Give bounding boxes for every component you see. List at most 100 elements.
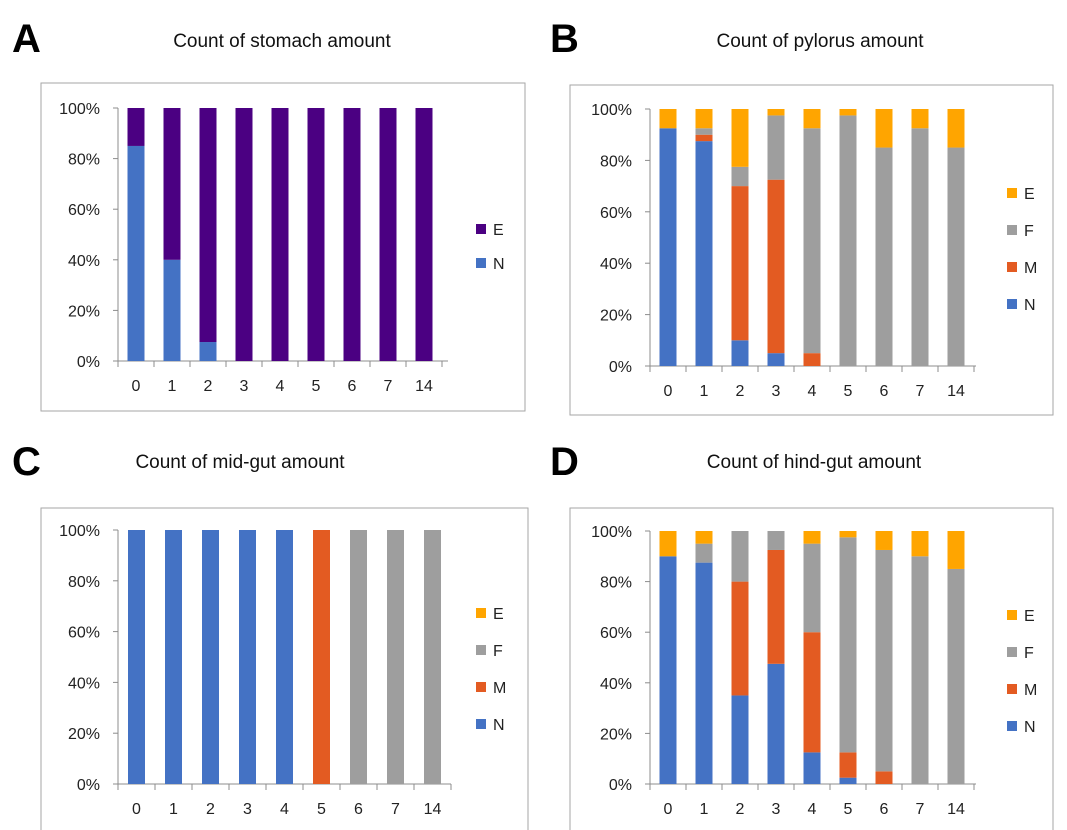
x-tick-label: 7 <box>391 801 400 818</box>
y-tick-label: 20% <box>600 308 632 325</box>
bar-segment-m-3 <box>767 179 785 354</box>
bar-segment-m-3 <box>767 549 785 664</box>
x-tick-label: 7 <box>916 383 925 400</box>
bar-segment-e-2 <box>199 108 217 343</box>
x-tick-label: 4 <box>280 801 289 818</box>
bar-segment-e-2 <box>731 109 749 167</box>
x-tick-label: 2 <box>204 378 213 395</box>
bar-segment-n-0 <box>659 128 677 366</box>
bar-segment-f-6 <box>875 147 893 366</box>
bar-segment-n-0 <box>127 145 145 361</box>
bar-segment-n-1 <box>163 259 181 361</box>
bar-segment-f-1 <box>695 128 713 135</box>
x-tick-label: 4 <box>276 378 285 395</box>
legend-swatch-e <box>1007 188 1017 198</box>
x-tick-label: 0 <box>132 801 141 818</box>
legend-swatch-n <box>476 719 486 729</box>
legend-label: N <box>493 717 505 734</box>
y-tick-label: 20% <box>600 726 632 743</box>
bar-segment-n-3 <box>239 530 256 784</box>
bar-segment-f-3 <box>767 115 785 180</box>
bar-segment-n-2 <box>199 342 217 361</box>
y-tick-label: 40% <box>68 253 100 270</box>
legend-label: F <box>493 643 503 660</box>
bar-segment-e-3 <box>767 109 785 116</box>
bar-segment-e-14 <box>415 108 433 361</box>
bar-segment-m-4 <box>803 632 821 753</box>
bar-segment-e-6 <box>343 108 361 361</box>
bar-segment-n-1 <box>695 562 713 784</box>
y-tick-label: 0% <box>77 777 100 794</box>
legend-swatch-m <box>1007 684 1017 694</box>
y-tick-label: 20% <box>68 303 100 320</box>
bar-segment-e-0 <box>127 108 145 146</box>
legend-label: M <box>1024 682 1037 699</box>
x-tick-label: 6 <box>880 383 889 400</box>
bar-segment-e-1 <box>695 109 713 129</box>
x-tick-label: 3 <box>243 801 252 818</box>
panel-b: B Count of pylorus amount 0% 20% 40% 60% 80%… <box>550 17 1054 416</box>
legend-label: E <box>1024 186 1035 203</box>
y-tick-label: 40% <box>600 676 632 693</box>
x-tick-label: 1 <box>700 801 709 818</box>
y-tick-label: 60% <box>68 625 100 642</box>
x-tick-label: 14 <box>947 801 965 818</box>
bar-segment-e-4 <box>803 531 821 544</box>
x-tick-label: 1 <box>700 383 709 400</box>
x-tick-label: 14 <box>947 383 965 400</box>
bar-segment-m-2 <box>731 186 749 341</box>
bar-segment-m-1 <box>695 134 713 142</box>
x-tick-label: 14 <box>415 378 433 395</box>
legend-label: M <box>493 680 506 697</box>
x-tick-label: 6 <box>880 801 889 818</box>
x-tick-label: 2 <box>736 801 745 818</box>
x-tick-label: 2 <box>206 801 215 818</box>
y-tick-label: 100% <box>591 102 632 119</box>
bar-segment-e-0 <box>659 109 677 129</box>
legend-label: E <box>493 606 504 623</box>
panel-letter: A <box>12 17 41 61</box>
x-tick-label: 6 <box>354 801 363 818</box>
bar-segment-m-2 <box>731 581 749 696</box>
legend-swatch-n <box>476 258 486 268</box>
chart-title: Count of mid-gut amount <box>135 452 345 473</box>
bar-segment-e-7 <box>379 108 397 361</box>
bar-segment-f-2 <box>731 166 749 187</box>
x-tick-label: 0 <box>664 801 673 818</box>
panel-letter: D <box>550 440 579 484</box>
x-tick-label: 3 <box>772 801 781 818</box>
bar-segment-e-5 <box>307 108 325 361</box>
bar-segment-f-7 <box>387 530 404 784</box>
chart-title: Count of stomach amount <box>173 31 391 52</box>
bar-segment-f-14 <box>424 530 441 784</box>
legend-swatch-n <box>1007 721 1017 731</box>
bar-segment-f-5 <box>839 537 857 753</box>
bar-segment-f-7 <box>911 128 929 366</box>
legend-label: M <box>1024 260 1037 277</box>
bar-segment-f-4 <box>803 128 821 354</box>
bar-segment-f-5 <box>839 115 857 366</box>
x-tick-label: 1 <box>168 378 177 395</box>
x-tick-label: 14 <box>424 801 442 818</box>
plot-area: 0% 20% 40% 60% 80% 100% 0 1 2 3 4 5 6 7 14 EN <box>59 101 504 395</box>
legend-label: E <box>493 222 504 239</box>
bar-segment-m-5 <box>313 530 330 784</box>
y-tick-label: 100% <box>591 524 632 541</box>
bar-segment-n-1 <box>165 530 182 784</box>
bar-segment-e-7 <box>911 531 929 557</box>
panel-letter: C <box>12 440 41 484</box>
bar-segment-f-2 <box>731 531 749 582</box>
legend-swatch-n <box>1007 299 1017 309</box>
x-tick-label: 4 <box>808 801 817 818</box>
x-tick-label: 0 <box>664 383 673 400</box>
y-tick-label: 60% <box>600 625 632 642</box>
bar-segment-e-14 <box>947 531 965 569</box>
bar-segment-n-1 <box>695 141 713 366</box>
legend-label: N <box>1024 719 1036 736</box>
legend-swatch-e <box>476 224 486 234</box>
y-tick-label: 40% <box>68 675 100 692</box>
panel-a: A Count of stomach amount 0% 20% 40% 60% 80%… <box>12 17 526 412</box>
y-tick-label: 40% <box>600 256 632 273</box>
bar-segment-e-6 <box>875 531 893 550</box>
bar-segment-e-6 <box>875 109 893 148</box>
